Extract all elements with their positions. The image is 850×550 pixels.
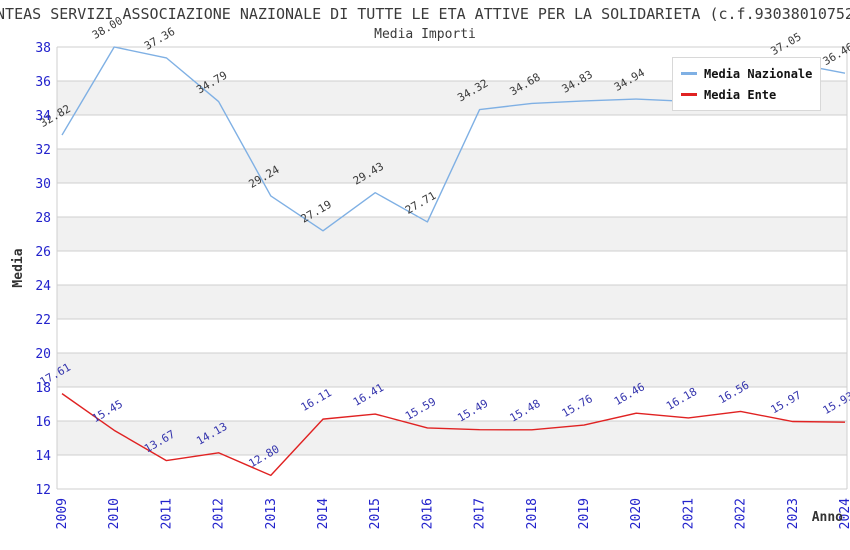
y-axis-title: Media	[11, 248, 26, 287]
y-tick-label: 26	[35, 245, 51, 260]
x-tick-label: 2023	[786, 498, 801, 529]
chart-subtitle: Media Importi	[374, 27, 476, 42]
y-tick-label: 32	[35, 143, 51, 158]
legend-label-media-nazionale: Media Nazionale	[704, 66, 813, 81]
data-label: 15.49	[455, 397, 490, 425]
x-tick-label: 2024	[838, 498, 850, 529]
data-label: 15.76	[560, 392, 595, 420]
x-tick-label: 2018	[525, 498, 540, 529]
data-label: 37.05	[768, 30, 803, 58]
x-tick-label: 2009	[55, 498, 70, 529]
x-tick-label: 2015	[368, 498, 383, 529]
y-tick-label: 34	[35, 109, 51, 124]
x-tick-label: 2017	[473, 498, 488, 529]
legend-item-media-ente: Media Ente	[681, 84, 812, 105]
grid-band	[57, 421, 847, 455]
data-label: 15.97	[768, 389, 803, 417]
y-tick-label: 24	[35, 279, 51, 294]
x-tick-label: 2022	[734, 498, 749, 529]
legend-item-media-nazionale: Media Nazionale	[681, 63, 812, 84]
grid-band	[57, 217, 847, 251]
y-tick-label: 20	[35, 347, 51, 362]
x-tick-label: 2013	[264, 498, 279, 529]
x-tick-label: 2012	[212, 498, 227, 529]
legend-label-media-ente: Media Ente	[704, 87, 777, 102]
y-tick-label: 12	[35, 483, 51, 498]
media-nazionale-line-swatch-icon	[681, 72, 697, 75]
y-tick-label: 14	[35, 449, 51, 464]
media-ente-line-swatch-icon	[681, 93, 697, 96]
y-tick-label: 28	[35, 211, 51, 226]
data-label: 27.71	[403, 189, 438, 217]
x-tick-label: 2011	[159, 498, 174, 529]
x-axis-title: Anno	[812, 510, 843, 525]
data-label: 37.36	[142, 25, 177, 53]
data-label: 16.11	[299, 386, 334, 414]
y-tick-label: 38	[35, 41, 51, 56]
grid-band	[57, 285, 847, 319]
y-tick-label: 22	[35, 313, 51, 328]
chart-title: NTEAS SERVIZI ASSOCIAZIONE NAZIONALE DI …	[0, 5, 850, 23]
data-label: 16.18	[664, 385, 699, 413]
y-tick-label: 36	[35, 75, 51, 90]
x-tick-label: 2010	[107, 498, 122, 529]
data-label: 15.59	[403, 395, 438, 423]
x-tick-label: 2016	[420, 498, 435, 529]
y-tick-label: 16	[35, 415, 51, 430]
x-tick-label: 2014	[316, 498, 331, 529]
series-line-media-ente	[61, 393, 846, 477]
grid-band	[57, 353, 847, 387]
x-tick-label: 2020	[629, 498, 644, 529]
y-tick-label: 30	[35, 177, 51, 192]
y-tick-label: 18	[35, 381, 51, 396]
data-label: 38.00	[90, 14, 125, 42]
x-tick-label: 2021	[681, 498, 696, 529]
data-label: 15.93	[821, 389, 850, 417]
x-tick-label: 2019	[577, 498, 592, 529]
data-label: 36.46	[821, 40, 850, 68]
grid-band	[57, 149, 847, 183]
legend: Media Nazionale Media Ente	[672, 57, 822, 111]
